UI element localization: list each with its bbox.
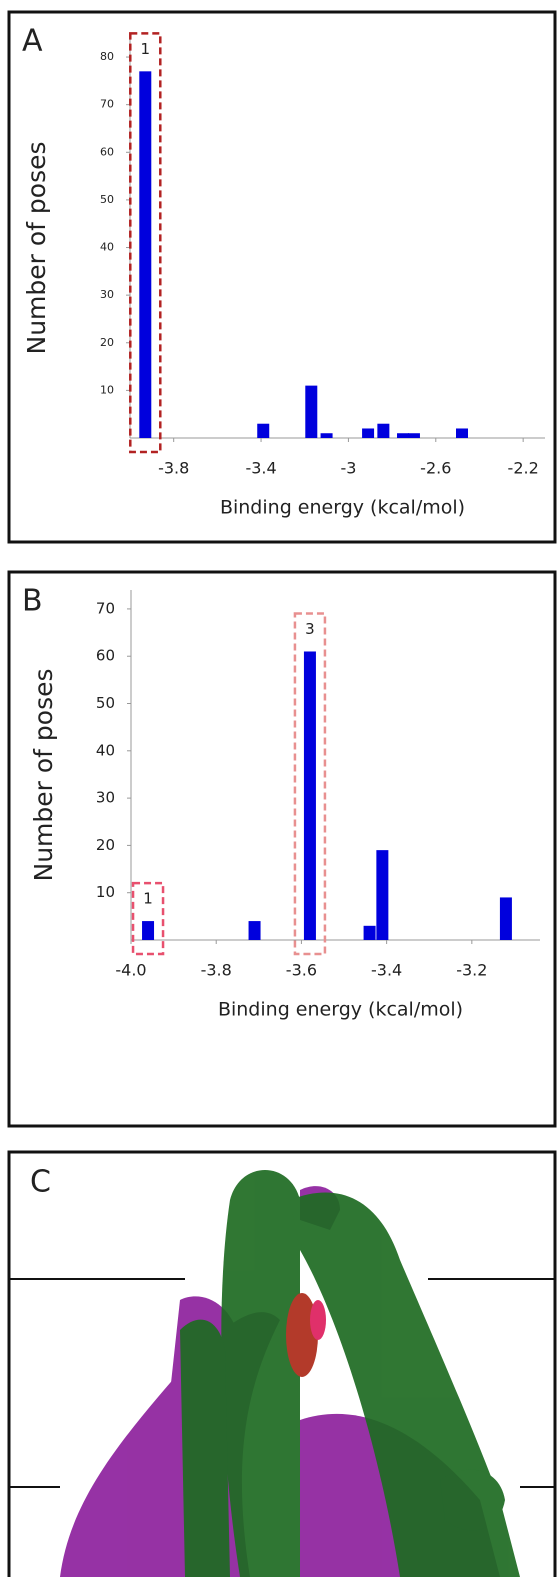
x-tick-label: -4.0 <box>115 961 146 980</box>
y-tick-label: 30 <box>100 288 114 301</box>
bar <box>363 925 376 940</box>
y-axis-label: Number of poses <box>22 141 51 354</box>
bar <box>499 897 512 940</box>
bar <box>320 433 333 438</box>
y-tick-label: 70 <box>96 599 115 617</box>
x-tick-label: -3 <box>340 459 356 478</box>
x-tick-label: -3.8 <box>201 961 232 980</box>
protein-panel: C <box>7 1150 557 1577</box>
helix-green <box>180 1170 520 1577</box>
ligand <box>286 1293 326 1377</box>
annotation-label: 3 <box>305 620 315 638</box>
y-tick-label: 60 <box>96 647 115 665</box>
bar <box>248 921 261 940</box>
y-tick-label: 20 <box>96 836 115 854</box>
y-tick-label: 40 <box>96 741 115 759</box>
y-tick-label: 10 <box>100 383 114 396</box>
y-tick-label: 50 <box>100 193 114 206</box>
bar <box>397 433 410 438</box>
panel-frame <box>7 1150 557 1577</box>
panel-frame <box>7 570 557 1128</box>
y-tick-label: 10 <box>96 883 115 901</box>
bar <box>257 423 270 438</box>
annotation-box <box>129 32 162 454</box>
annotation-label: 1 <box>141 40 151 58</box>
bar <box>376 850 389 940</box>
annotation-label: 1 <box>143 890 153 908</box>
panel-label: A <box>22 24 43 59</box>
annotation-box <box>293 612 327 956</box>
bar <box>142 921 155 940</box>
x-tick-label: -2.2 <box>508 459 539 478</box>
bar <box>305 385 318 438</box>
bar <box>303 651 316 940</box>
x-tick-label: -3.4 <box>371 961 402 980</box>
y-tick-label: 60 <box>100 145 114 158</box>
y-tick-label: 20 <box>100 336 114 349</box>
bar <box>407 433 420 438</box>
x-axis-label: Binding energy (kcal/mol) <box>218 999 463 1021</box>
bar <box>362 428 375 438</box>
y-tick-label: 70 <box>100 98 114 111</box>
y-tick-label: 80 <box>100 50 114 63</box>
y-axis-label: Number of poses <box>29 668 58 881</box>
bar <box>377 423 390 438</box>
annotation-box <box>131 881 165 956</box>
x-tick-label: -3.4 <box>245 459 276 478</box>
bar <box>456 428 468 438</box>
x-tick-label: -3.2 <box>456 961 487 980</box>
y-tick-label: 50 <box>96 694 115 712</box>
x-tick-label: -3.6 <box>286 961 317 980</box>
bar <box>139 71 152 438</box>
panel-frame <box>7 10 557 544</box>
x-axis-label: Binding energy (kcal/mol) <box>220 497 465 519</box>
panel-label: C <box>30 1165 51 1200</box>
panel-label: B <box>22 584 43 619</box>
x-tick-label: -3.8 <box>158 459 189 478</box>
y-tick-label: 40 <box>100 241 114 254</box>
x-tick-label: -2.6 <box>420 459 451 478</box>
y-tick-label: 30 <box>96 789 115 807</box>
